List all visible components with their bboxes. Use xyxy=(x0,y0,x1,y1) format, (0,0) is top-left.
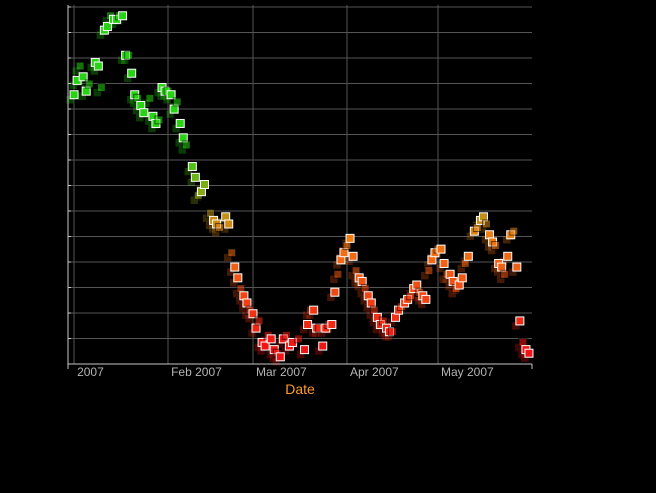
data-point xyxy=(509,226,519,236)
data-point xyxy=(491,241,501,251)
data-point xyxy=(175,118,185,128)
data-point xyxy=(303,320,313,330)
data-point xyxy=(172,97,182,107)
data-point xyxy=(503,251,513,261)
data-point xyxy=(124,50,134,60)
data-point xyxy=(266,334,276,344)
data-point xyxy=(75,61,85,71)
data-point xyxy=(248,309,258,319)
data-point xyxy=(145,93,155,103)
x-axis-label: Date xyxy=(285,381,315,397)
x-axis xyxy=(67,5,533,369)
data-point xyxy=(181,140,191,150)
data-point xyxy=(102,22,112,32)
data-point xyxy=(512,262,522,272)
data-point xyxy=(318,341,328,351)
data-point xyxy=(69,90,79,100)
data-point xyxy=(118,11,128,21)
data-point xyxy=(190,172,200,182)
data-point xyxy=(215,223,225,233)
data-point xyxy=(199,180,209,189)
data-point xyxy=(227,248,237,258)
data-point xyxy=(154,115,164,125)
data-point xyxy=(224,219,234,229)
x-tick-label: Mar 2007 xyxy=(256,365,307,379)
data-point xyxy=(93,61,103,71)
data-point xyxy=(330,287,340,297)
data-point xyxy=(348,251,358,261)
data-point xyxy=(96,83,106,93)
data-point xyxy=(424,266,434,276)
data-point xyxy=(127,68,137,78)
data-point xyxy=(327,320,337,330)
x-tick-label: Apr 2007 xyxy=(350,365,399,379)
data-point xyxy=(439,258,449,268)
data-point xyxy=(515,316,525,326)
x-tick-label: 2007 xyxy=(77,365,104,379)
data-point xyxy=(187,162,197,172)
data-point xyxy=(275,352,285,362)
data-point xyxy=(139,108,149,118)
data-point xyxy=(333,269,343,279)
data-point xyxy=(457,273,467,283)
data-point xyxy=(421,294,431,304)
x-tick-labels: 2007 Feb 2007 Mar 2007 Apr 2007 May 2007 xyxy=(77,365,494,379)
data-point xyxy=(463,251,473,261)
data-point xyxy=(524,348,534,358)
x-tick-label: May 2007 xyxy=(441,365,494,379)
data-point xyxy=(293,334,303,344)
data-point xyxy=(260,341,270,351)
data-points xyxy=(65,11,534,367)
data-point xyxy=(230,262,240,272)
x-tick-label: Feb 2007 xyxy=(171,365,222,379)
data-point xyxy=(166,90,176,100)
data-point xyxy=(482,219,492,229)
data-point xyxy=(309,305,319,315)
data-point xyxy=(387,327,397,337)
data-point xyxy=(281,330,291,340)
data-point xyxy=(436,244,446,254)
data-point xyxy=(233,273,243,283)
data-point xyxy=(345,233,355,243)
data-point xyxy=(78,72,88,82)
data-point xyxy=(300,345,310,355)
data-point xyxy=(84,79,94,89)
data-point xyxy=(500,269,510,279)
data-point xyxy=(254,316,264,326)
